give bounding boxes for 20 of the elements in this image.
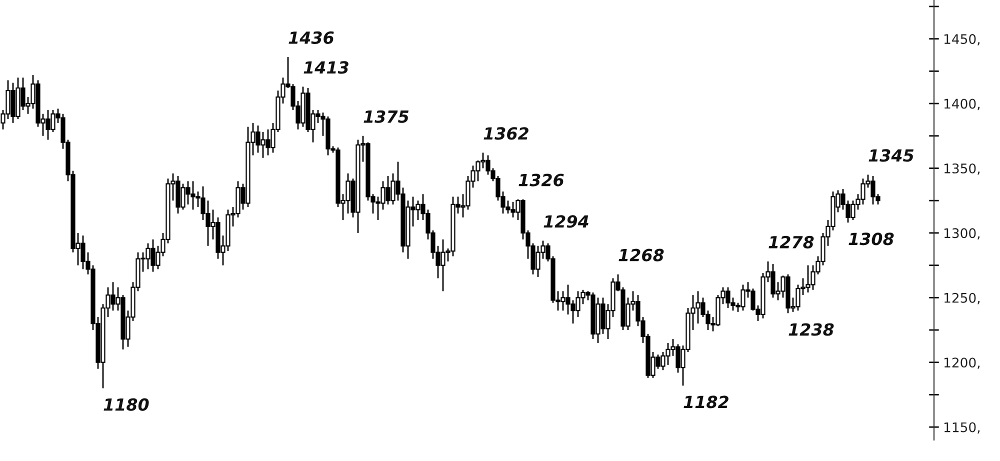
annotation: 1308 [848, 232, 894, 246]
y-tick-label: 1350, [944, 163, 980, 175]
y-tick-label: 1300, [944, 228, 980, 240]
annotation: 1362 [484, 127, 528, 140]
annotation: 1375 [364, 110, 409, 123]
y-tick-label: 1200, [944, 358, 980, 369]
annotation: 1268 [618, 248, 664, 262]
annotation: 1436 [288, 31, 334, 44]
y-tick-label: 1150, [944, 422, 980, 434]
annotation: 1182 [684, 396, 728, 408]
annotation: 1180 [104, 398, 149, 411]
y-tick-label: 1250, [944, 292, 980, 304]
annotation: 1345 [868, 149, 914, 162]
annotation: 1326 [518, 174, 564, 186]
y-tick-label: 1400, [944, 98, 980, 110]
annotation: 1238 [788, 323, 834, 336]
annotation: 1294 [544, 215, 588, 228]
annotation: 1413 [304, 61, 348, 74]
y-tick-label: 1450, [944, 34, 980, 46]
annotation: 1278 [768, 236, 814, 248]
